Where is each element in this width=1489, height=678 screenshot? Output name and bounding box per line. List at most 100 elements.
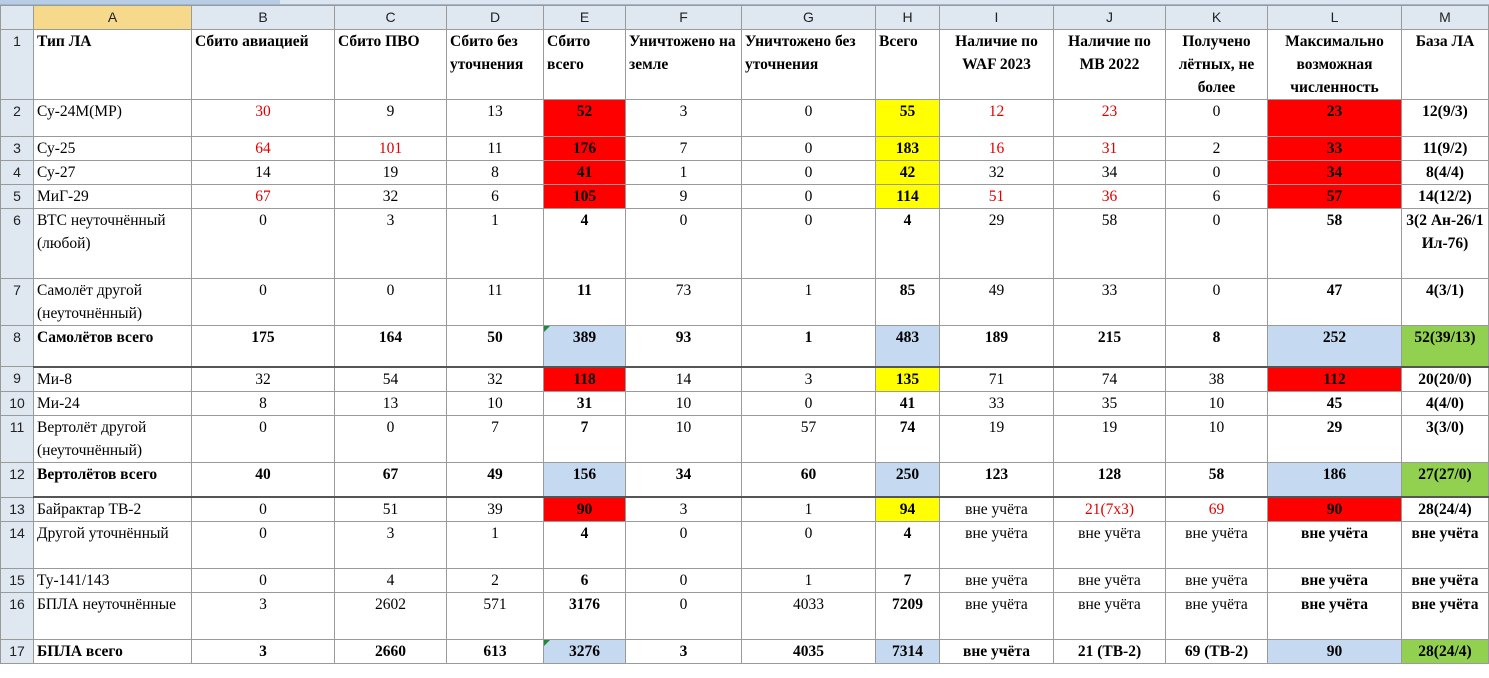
data-cell[interactable]: 39 (446, 496, 544, 522)
data-cell[interactable]: 23 (1053, 99, 1166, 137)
row-header[interactable]: 2 (0, 99, 34, 137)
data-cell[interactable]: 94 (875, 496, 940, 522)
data-cell[interactable]: 52(39/13) (1401, 325, 1489, 368)
data-cell[interactable]: 0 (625, 568, 742, 593)
data-cell[interactable]: 14 (625, 366, 742, 392)
row-label-cell[interactable]: Другой уточнённый (33, 521, 192, 569)
select-all-corner[interactable] (0, 5, 34, 30)
data-cell[interactable]: 19 (939, 414, 1054, 463)
data-cell[interactable]: 7 (875, 568, 940, 593)
header-cell[interactable]: Сбито всего (543, 29, 626, 100)
data-cell[interactable]: 7314 (875, 639, 940, 664)
data-cell[interactable]: 19 (334, 160, 447, 185)
data-cell[interactable]: 10 (1165, 414, 1268, 463)
data-cell[interactable]: 85 (875, 278, 940, 326)
data-cell[interactable]: 67 (334, 461, 447, 498)
data-cell[interactable]: 250 (875, 461, 940, 498)
data-cell[interactable]: вне учёта (1267, 568, 1402, 593)
data-cell[interactable]: 28(24/4) (1401, 496, 1489, 522)
data-cell[interactable]: 2602 (334, 592, 447, 640)
data-cell[interactable]: 6 (446, 184, 544, 209)
data-cell[interactable]: 36 (1053, 184, 1166, 209)
data-cell[interactable]: 483 (875, 325, 940, 368)
data-cell[interactable]: 1 (741, 278, 876, 326)
data-cell[interactable]: 74 (875, 414, 940, 463)
data-cell[interactable]: 1 (741, 568, 876, 593)
data-cell[interactable]: 128 (1053, 461, 1166, 498)
row-header[interactable]: 10 (0, 390, 34, 416)
header-cell[interactable]: Получено лётных, не более (1165, 29, 1268, 100)
row-label-cell[interactable]: БПЛА неуточнённые (33, 592, 192, 640)
data-cell[interactable]: 7209 (875, 592, 940, 640)
data-cell[interactable]: 0 (191, 414, 335, 463)
data-cell[interactable]: 0 (191, 568, 335, 593)
data-cell[interactable]: вне учёта (1401, 521, 1489, 569)
data-cell[interactable]: 41 (875, 390, 940, 416)
row-header[interactable]: 1 (0, 29, 34, 100)
data-cell[interactable]: 3 (741, 366, 876, 392)
data-cell[interactable]: 4035 (741, 639, 876, 664)
header-cell[interactable]: Максимально возможная численность (1267, 29, 1402, 100)
row-label-cell[interactable]: Ми-24 (33, 390, 192, 416)
data-cell[interactable]: 118 (543, 366, 626, 392)
row-label-cell[interactable]: Самолётов всего (33, 325, 192, 368)
data-cell[interactable]: 8 (191, 390, 335, 416)
data-cell[interactable]: 38 (1165, 366, 1268, 392)
data-cell[interactable]: 35 (1053, 390, 1166, 416)
data-cell[interactable]: 40 (191, 461, 335, 498)
data-cell[interactable]: 0 (1165, 278, 1268, 326)
header-cell[interactable]: Всего (875, 29, 940, 100)
row-header[interactable]: 15 (0, 568, 34, 593)
data-cell[interactable]: 21 (ТВ-2) (1053, 639, 1166, 664)
data-cell[interactable]: 4(3/1) (1401, 278, 1489, 326)
data-cell[interactable]: 3 (334, 208, 447, 279)
header-cell[interactable]: Сбито ПВО (334, 29, 447, 100)
data-cell[interactable]: 32 (334, 184, 447, 209)
data-cell[interactable]: 90 (543, 496, 626, 522)
data-cell[interactable]: 0 (191, 278, 335, 326)
data-cell[interactable]: 0 (1165, 160, 1268, 185)
data-cell[interactable]: вне учёта (939, 521, 1054, 569)
row-label-cell[interactable]: Ту-141/143 (33, 568, 192, 593)
data-cell[interactable]: 49 (446, 461, 544, 498)
data-cell[interactable]: 4(4/0) (1401, 390, 1489, 416)
data-cell[interactable]: 6 (1165, 184, 1268, 209)
data-cell[interactable]: 20(20/0) (1401, 366, 1489, 392)
row-label-cell[interactable]: Самолёт другой (неуточнённый) (33, 278, 192, 326)
data-cell[interactable]: 215 (1053, 325, 1166, 368)
spreadsheet-grid[interactable]: A B C D E F G H I J K L M 1 Тип ЛА Сбито… (0, 5, 1489, 664)
column-header-e[interactable]: E (543, 5, 626, 30)
data-cell[interactable]: вне учёта (939, 639, 1054, 664)
data-cell[interactable]: 3(3/0) (1401, 414, 1489, 463)
data-cell[interactable]: 93 (625, 325, 742, 368)
data-cell[interactable]: 4 (543, 208, 626, 279)
data-cell[interactable]: вне учёта (1267, 592, 1402, 640)
data-cell[interactable]: вне учёта (939, 592, 1054, 640)
data-cell[interactable]: 13 (446, 99, 544, 137)
data-cell[interactable]: 49 (939, 278, 1054, 326)
data-cell[interactable]: 42 (875, 160, 940, 185)
data-cell[interactable]: 31 (1053, 136, 1166, 161)
data-cell[interactable]: 2 (446, 568, 544, 593)
data-cell[interactable]: 613 (446, 639, 544, 664)
data-cell[interactable]: 0 (741, 390, 876, 416)
data-cell[interactable]: 0 (191, 521, 335, 569)
data-cell[interactable]: 4 (875, 208, 940, 279)
row-header[interactable]: 4 (0, 160, 34, 185)
data-cell[interactable]: 13 (334, 390, 447, 416)
data-cell[interactable]: 58 (1053, 208, 1166, 279)
data-cell[interactable]: 34 (1053, 160, 1166, 185)
data-cell[interactable]: вне учёта (1165, 592, 1268, 640)
data-cell[interactable]: 0 (1165, 208, 1268, 279)
data-cell[interactable]: 11 (543, 278, 626, 326)
data-cell[interactable]: 156 (543, 461, 626, 498)
data-cell[interactable]: 60 (741, 461, 876, 498)
data-cell[interactable]: вне учёта (1053, 521, 1166, 569)
data-cell[interactable]: 4 (543, 521, 626, 569)
row-header[interactable]: 5 (0, 184, 34, 209)
data-cell[interactable]: 52 (543, 99, 626, 137)
column-header-d[interactable]: D (446, 5, 544, 30)
header-cell[interactable]: Уничтожено на земле (625, 29, 742, 100)
data-cell[interactable]: вне учёта (1053, 568, 1166, 593)
data-cell[interactable]: 23 (1267, 99, 1402, 137)
